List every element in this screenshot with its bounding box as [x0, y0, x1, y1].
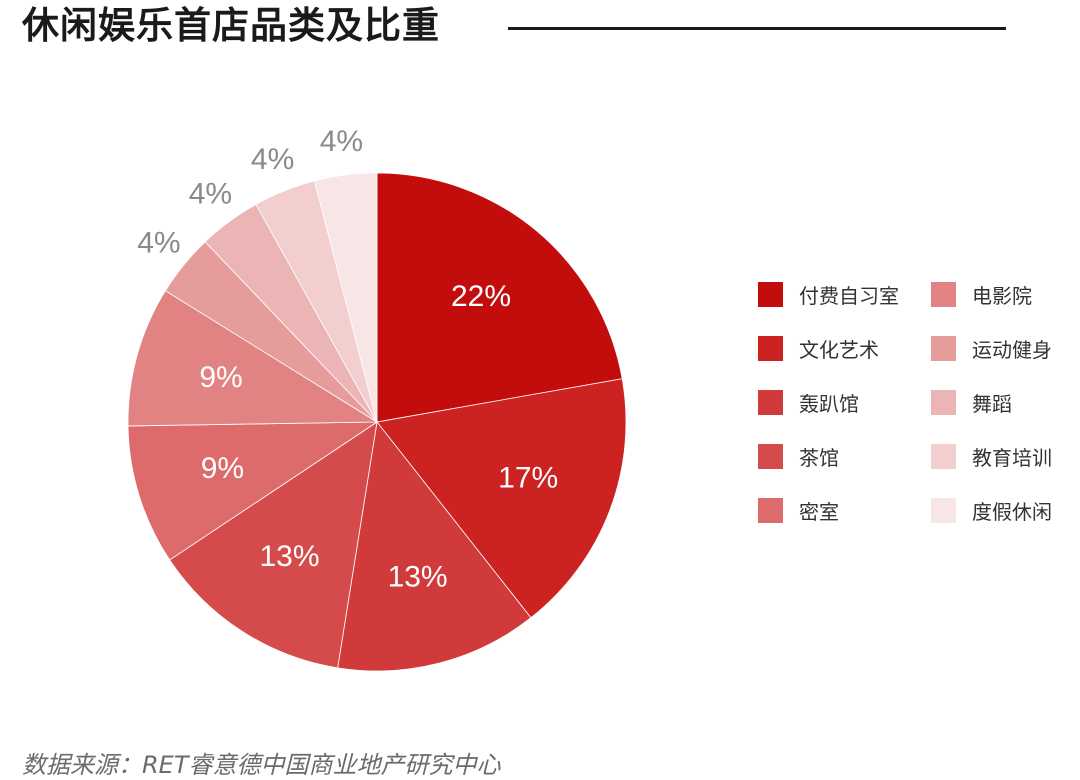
- slice-label: 4%: [189, 178, 232, 211]
- pie-slice: [376, 172, 623, 423]
- legend-swatch: [931, 443, 956, 469]
- pie-slice: [127, 290, 379, 427]
- legend-swatch: [931, 497, 956, 523]
- legend-swatch: [931, 389, 956, 415]
- chart-title: 休闲娱乐首店品类及比重: [22, 4, 440, 47]
- legend-swatch: [758, 443, 783, 469]
- title-rule: [508, 27, 1006, 30]
- slice-label: 4%: [137, 227, 180, 260]
- legend-label: 运动健身: [972, 337, 1052, 362]
- pie-slice: [127, 421, 379, 561]
- legend-label: 度假休闲: [972, 499, 1052, 524]
- legend-label: 教育培训: [972, 445, 1052, 470]
- legend-swatch: [758, 497, 783, 523]
- legend-swatch: [931, 335, 956, 361]
- legend-label: 文化艺术: [799, 337, 879, 362]
- slice-label: 13%: [259, 540, 319, 573]
- legend-label: 密室: [799, 499, 839, 524]
- legend-item: 文化艺术: [758, 334, 879, 362]
- slice-label: 9%: [199, 361, 242, 394]
- slice-label: 9%: [201, 452, 244, 485]
- pie-slice: [376, 378, 627, 619]
- legend-swatch: [758, 335, 783, 361]
- legend-item: 付费自习室: [758, 280, 899, 308]
- legend-item: 度假休闲: [931, 496, 1052, 524]
- legend-label: 茶馆: [799, 445, 839, 470]
- legend-item: 运动健身: [931, 334, 1052, 362]
- slice-label: 13%: [388, 561, 448, 594]
- pie-slice: [313, 172, 378, 423]
- pie-slice: [337, 421, 532, 672]
- legend-item: 茶馆: [758, 442, 839, 470]
- slice-label: 22%: [451, 280, 511, 313]
- slice-label: 4%: [251, 143, 294, 176]
- legend-label: 轰趴馆: [799, 391, 859, 416]
- legend-label: 付费自习室: [799, 283, 899, 308]
- legend-item: 密室: [758, 496, 839, 524]
- legend-label: 电影院: [972, 283, 1032, 308]
- legend-item: 教育培训: [931, 442, 1052, 470]
- legend-swatch: [758, 389, 783, 415]
- slice-label: 17%: [498, 462, 558, 495]
- source-note: 数据来源：RET睿意德中国商业地产研究中心: [22, 751, 501, 779]
- legend-swatch: [758, 281, 783, 307]
- legend-swatch: [931, 281, 956, 307]
- legend-label: 舞蹈: [972, 391, 1012, 416]
- pie-slice: [169, 421, 378, 669]
- legend-item: 电影院: [931, 280, 1032, 308]
- slice-label: 4%: [320, 125, 363, 158]
- legend-item: 轰趴馆: [758, 388, 859, 416]
- legend-item: 舞蹈: [931, 388, 1012, 416]
